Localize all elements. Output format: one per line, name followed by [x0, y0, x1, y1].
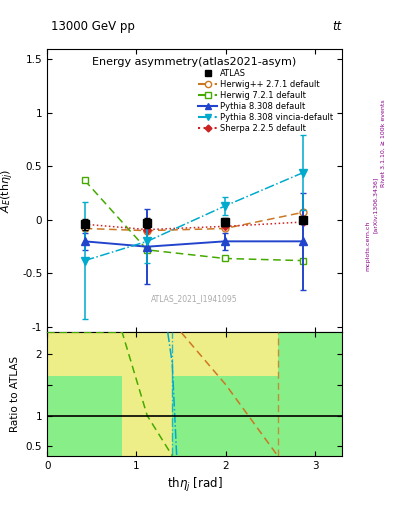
Y-axis label: Ratio to ATLAS: Ratio to ATLAS: [10, 356, 20, 432]
Bar: [122, 332, 172, 456]
Text: tt: tt: [332, 20, 342, 33]
Text: [arXiv:1306.3436]: [arXiv:1306.3436]: [373, 177, 378, 233]
Text: Energy asymmetry(atlas2021-asym): Energy asymmetry(atlas2021-asym): [92, 57, 297, 67]
Bar: [122, 332, 172, 456]
Legend: ATLAS, Herwig++ 2.7.1 default, Herwig 7.2.1 default, Pythia 8.308 default, Pythi: ATLAS, Herwig++ 2.7.1 default, Herwig 7.…: [196, 67, 335, 135]
Bar: [172, 332, 277, 456]
Text: Rivet 3.1.10, ≥ 100k events: Rivet 3.1.10, ≥ 100k events: [381, 99, 386, 187]
Bar: [47, 332, 122, 375]
Text: mcplots.cern.ch: mcplots.cern.ch: [365, 221, 370, 271]
Text: ATLAS_2021_I1941095: ATLAS_2021_I1941095: [151, 294, 238, 303]
Bar: [172, 332, 277, 375]
Y-axis label: $A_E(\mathrm{th}\eta_j)$: $A_E(\mathrm{th}\eta_j)$: [0, 168, 17, 212]
Text: 13000 GeV pp: 13000 GeV pp: [51, 20, 135, 33]
X-axis label: $\mathrm{th}\eta_j\ \mathrm{[rad]}$: $\mathrm{th}\eta_j\ \mathrm{[rad]}$: [167, 476, 222, 494]
Bar: [172, 332, 277, 375]
